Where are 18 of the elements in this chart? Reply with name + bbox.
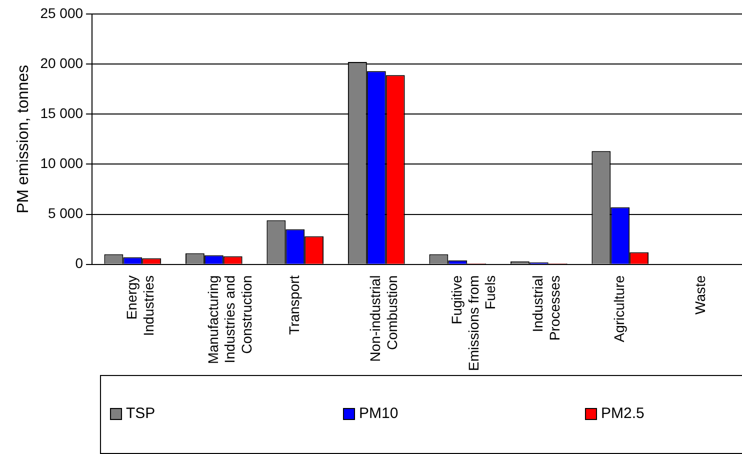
- y-tick-label: 20 000: [40, 54, 84, 71]
- x-tick-label: Agriculture: [610, 275, 627, 342]
- x-tick-label: Energy Industries: [124, 275, 156, 336]
- y-tick-label: 15 000: [40, 104, 84, 121]
- legend-label: PM2.5: [601, 405, 644, 422]
- legend-label: TSP: [126, 405, 156, 422]
- y-tick-label: 5 000: [48, 205, 84, 222]
- x-tick-label: Manufacturing Industries and Construction: [204, 275, 254, 364]
- y-tick-label: 0: [75, 255, 84, 272]
- x-tick-label: Waste: [692, 275, 708, 314]
- x-tick-label: Fugitive Emissions from Fuels: [448, 275, 498, 372]
- x-tick-label: Non-industrial Combustion: [367, 275, 400, 362]
- y-axis-title: PM emission, tonnes: [15, 64, 32, 214]
- x-tick-label: Industrial Processes: [530, 275, 563, 341]
- x-tick-label: Transport: [286, 275, 302, 335]
- y-tick-label: 25 000: [40, 4, 84, 21]
- legend-label: PM10: [359, 405, 398, 422]
- y-tick-label: 10 000: [40, 155, 84, 172]
